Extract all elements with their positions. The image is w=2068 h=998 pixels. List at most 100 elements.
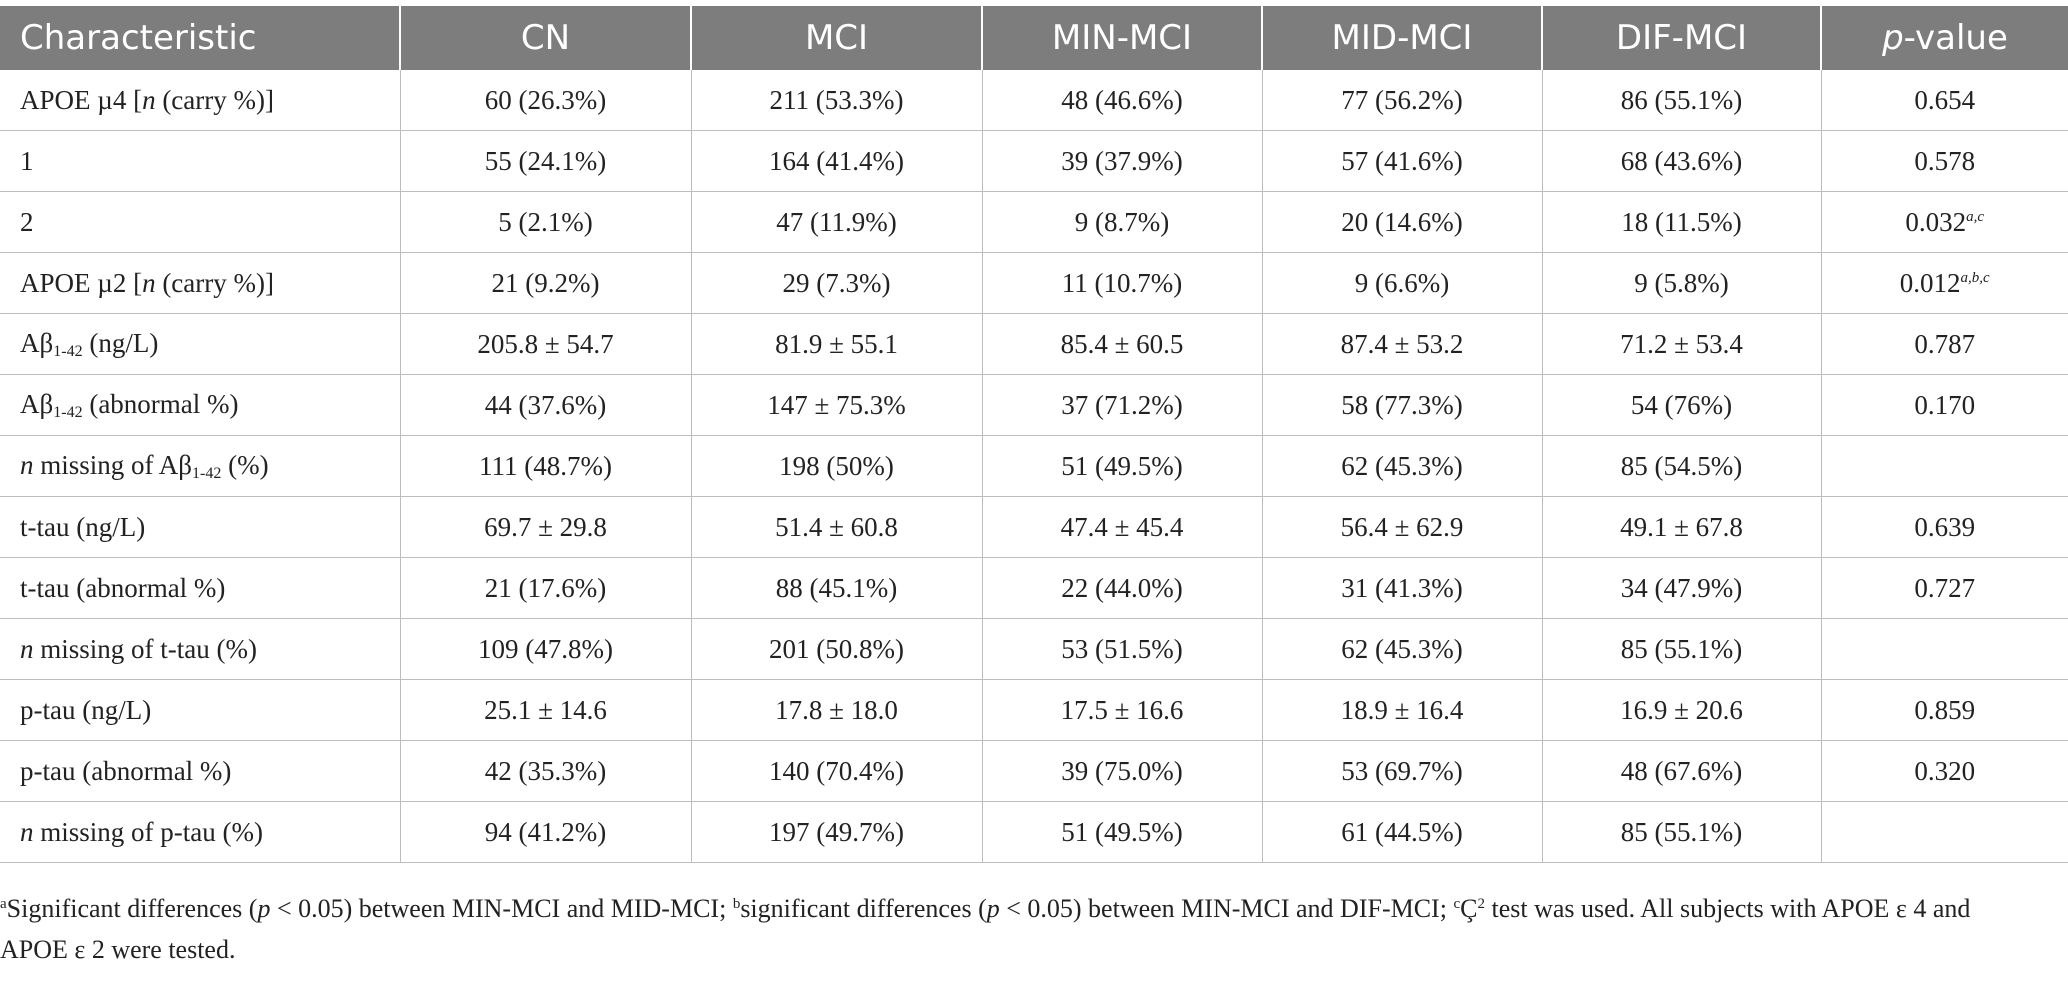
cell-p-value: 0.639 <box>1821 496 2068 558</box>
table-row: n missing of t-tau (%) 109 (47.8%) 201 (50… <box>0 618 2068 680</box>
cell-mci: 201 (50.8%) <box>691 618 983 680</box>
cell-mci: 198 (50%) <box>691 435 983 497</box>
footnote-part3: significant differences ( <box>740 894 987 923</box>
footnote-chi: Ç <box>1460 894 1478 923</box>
cell-min-mci: 39 (37.9%) <box>982 130 1263 192</box>
table-row: Aβ1-42 (abnormal %) 44 (37.6%) 147 ± 75.3%… <box>0 374 2068 436</box>
p-value-text: 0.639 <box>1914 511 1976 542</box>
row-label: 1 <box>0 130 401 192</box>
cell-dif-mci: 86 (55.1%) <box>1542 70 1822 131</box>
row-label-text: p-tau (abnormal %) <box>20 755 232 786</box>
table-row: t-tau (ng/L) 69.7 ± 29.8 51.4 ± 60.8 47.4 ±… <box>0 496 2068 558</box>
cell-mid-mci: 62 (45.3%) <box>1262 618 1543 680</box>
table-row: n missing of Aβ1-42 (%) 111 (48.7%) 198 (5… <box>0 435 2068 497</box>
cell-mid-mci: 31 (41.3%) <box>1262 557 1543 619</box>
header-mid-mci: MID-MCI <box>1262 6 1543 70</box>
row-label: 2 <box>0 191 401 253</box>
cell-min-mci: 48 (46.6%) <box>982 70 1263 131</box>
table-row: 1 55 (24.1%) 164 (41.4%) 39 (37.9%) 57 (41.6… <box>0 130 2068 192</box>
cell-mci: 197 (49.7%) <box>691 801 983 863</box>
footnote-sup-b: b <box>732 896 741 912</box>
cell-mid-mci: 9 (6.6%) <box>1262 252 1543 314</box>
cell-min-mci: 22 (44.0%) <box>982 557 1263 619</box>
cell-cn: 42 (35.3%) <box>400 740 692 802</box>
row-label-text: missing of Aβ <box>33 449 193 480</box>
cell-cn: 205.8 ± 54.7 <box>400 313 692 375</box>
cell-min-mci: 85.4 ± 60.5 <box>982 313 1263 375</box>
row-label-italic: n <box>142 267 156 298</box>
row-label: t-tau (ng/L) <box>0 496 401 558</box>
row-label-suffix: (abnormal %) <box>82 388 239 419</box>
cell-mci: 140 (70.4%) <box>691 740 983 802</box>
table-row: APOE µ2 [n (carry %)] 21 (9.2%) 29 (7.3%) 1… <box>0 252 2068 314</box>
footnote-sup-c: c <box>1453 896 1461 912</box>
row-label-italic: n <box>20 816 34 847</box>
row-label: Aβ1-42 (ng/L) <box>0 313 401 375</box>
footnote-part5: test was used. All subjects with APOE ε … <box>0 894 1971 964</box>
cell-dif-mci: 18 (11.5%) <box>1542 191 1822 253</box>
cell-mci: 17.8 ± 18.0 <box>691 679 983 741</box>
row-label-italic: n <box>142 84 156 115</box>
p-value-text: 0.654 <box>1914 84 1976 115</box>
row-label-text: Aβ <box>20 327 54 358</box>
table-row: Aβ1-42 (ng/L) 205.8 ± 54.7 81.9 ± 55.1 85.4… <box>0 313 2068 375</box>
table-row: APOE µ4 [n (carry %)] 60 (26.3%) 211 (53.3… <box>0 70 2068 131</box>
cell-min-mci: 53 (51.5%) <box>982 618 1263 680</box>
cell-mid-mci: 53 (69.7%) <box>1262 740 1543 802</box>
cell-dif-mci: 49.1 ± 67.8 <box>1542 496 1822 558</box>
cell-mci: 29 (7.3%) <box>691 252 983 314</box>
cell-cn: 94 (41.2%) <box>400 801 692 863</box>
cell-cn: 55 (24.1%) <box>400 130 692 192</box>
cell-p-value: 0.578 <box>1821 130 2068 192</box>
footnote-part2: < 0.05) between MIN-MCI and MID-MCI; <box>270 894 733 923</box>
cell-dif-mci: 34 (47.9%) <box>1542 557 1822 619</box>
table-row: p-tau (ng/L) 25.1 ± 14.6 17.8 ± 18.0 17.5 ±… <box>0 679 2068 741</box>
cell-dif-mci: 48 (67.6%) <box>1542 740 1822 802</box>
cell-cn: 25.1 ± 14.6 <box>400 679 692 741</box>
row-label-text: 2 <box>20 206 34 237</box>
table-footnote: aSignificant differences (p < 0.05) betw… <box>0 884 2040 970</box>
cell-p-value <box>1821 435 2068 497</box>
cell-cn: 5 (2.1%) <box>400 191 692 253</box>
footnote-chi-sup: 2 <box>1477 896 1485 912</box>
cell-mid-mci: 20 (14.6%) <box>1262 191 1543 253</box>
cell-dif-mci: 85 (54.5%) <box>1542 435 1822 497</box>
cell-cn: 44 (37.6%) <box>400 374 692 436</box>
header-p-value: p-value <box>1821 6 2068 70</box>
cell-mid-mci: 58 (77.3%) <box>1262 374 1543 436</box>
header-cn: CN <box>400 6 692 70</box>
row-label-text: APOE µ2 [ <box>20 267 143 298</box>
header-p-italic: p <box>1882 18 1904 58</box>
cell-mci: 211 (53.3%) <box>691 70 983 131</box>
row-label-subscript: 1-42 <box>53 403 83 421</box>
table-row: p-tau (abnormal %) 42 (35.3%) 140 (70.4%) 3… <box>0 740 2068 802</box>
table-row: 2 5 (2.1%) 47 (11.9%) 9 (8.7%) 20 (14.6%) 18 … <box>0 191 2068 253</box>
cell-min-mci: 17.5 ± 16.6 <box>982 679 1263 741</box>
row-label-text: Aβ <box>20 388 54 419</box>
cell-mid-mci: 62 (45.3%) <box>1262 435 1543 497</box>
cell-min-mci: 11 (10.7%) <box>982 252 1263 314</box>
p-value-text: 0.170 <box>1914 389 1976 420</box>
cell-mid-mci: 61 (44.5%) <box>1262 801 1543 863</box>
cell-p-value: 0.654 <box>1821 70 2068 131</box>
cell-min-mci: 39 (75.0%) <box>982 740 1263 802</box>
table-row: t-tau (abnormal %) 21 (17.6%) 88 (45.1%) 22… <box>0 557 2068 619</box>
row-label-text: p-tau (ng/L) <box>20 694 152 725</box>
row-label: p-tau (abnormal %) <box>0 740 401 802</box>
cell-mid-mci: 77 (56.2%) <box>1262 70 1543 131</box>
cell-mci: 88 (45.1%) <box>691 557 983 619</box>
cell-cn: 21 (9.2%) <box>400 252 692 314</box>
cell-cn: 60 (26.3%) <box>400 70 692 131</box>
p-value-superscript: a,b,c <box>1960 269 1990 286</box>
p-value-text: 0.727 <box>1914 572 1976 603</box>
cell-cn: 21 (17.6%) <box>400 557 692 619</box>
row-label: n missing of Aβ1-42 (%) <box>0 435 401 497</box>
cell-mci: 164 (41.4%) <box>691 130 983 192</box>
cell-mid-mci: 87.4 ± 53.2 <box>1262 313 1543 375</box>
row-label-text: t-tau (abnormal %) <box>20 572 226 603</box>
header-p-rest: -value <box>1903 18 2008 58</box>
row-label-suffix: (ng/L) <box>82 327 159 358</box>
row-label-subscript: 1-42 <box>53 342 83 360</box>
header-mci: MCI <box>691 6 983 70</box>
cell-dif-mci: 68 (43.6%) <box>1542 130 1822 192</box>
